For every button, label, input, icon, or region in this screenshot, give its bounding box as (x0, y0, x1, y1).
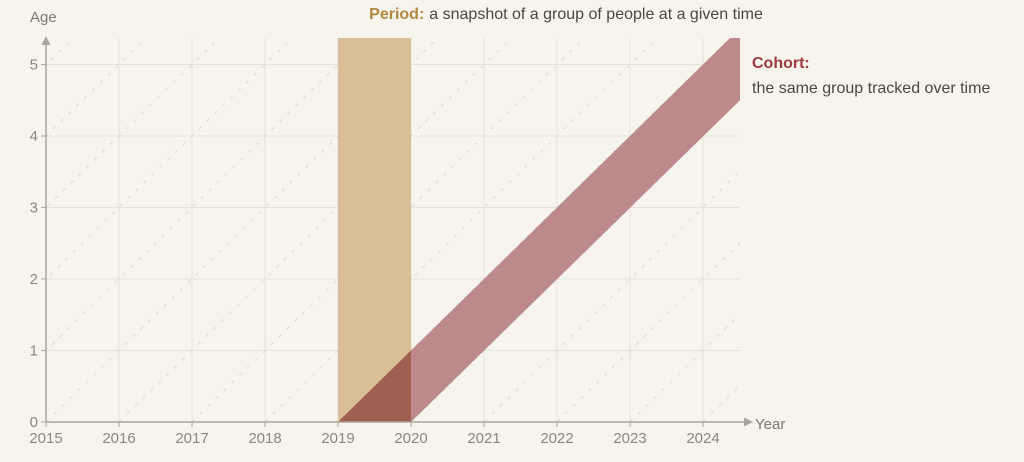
svg-text:3: 3 (30, 200, 38, 217)
svg-text:4: 4 (30, 128, 38, 145)
svg-text:2016: 2016 (102, 430, 135, 447)
svg-text:5: 5 (30, 57, 38, 74)
svg-text:2017: 2017 (175, 430, 208, 447)
svg-text:1: 1 (30, 343, 38, 360)
period-title-text: a snapshot of a group of people at a giv… (429, 6, 763, 23)
svg-text:2015: 2015 (29, 430, 62, 447)
svg-text:0: 0 (30, 414, 38, 431)
svg-text:2018: 2018 (248, 430, 281, 447)
y-axis-label: Age (30, 9, 57, 26)
svg-text:2024: 2024 (686, 430, 719, 447)
svg-text:2022: 2022 (540, 430, 573, 447)
x-axis-label: Year (755, 416, 786, 433)
svg-text:2019: 2019 (321, 430, 354, 447)
svg-text:2021: 2021 (467, 430, 500, 447)
chart-title: Period: a snapshot of a group of people a… (369, 6, 763, 24)
svg-text:2020: 2020 (394, 430, 427, 447)
cohort-keyword: Cohort: (752, 55, 810, 72)
svg-text:2023: 2023 (613, 430, 646, 447)
cohort-annotation: Cohort: the same group tracked over time (752, 52, 1020, 102)
cohort-annotation-text: the same group tracked over time (752, 79, 991, 97)
period-keyword: Period: (369, 6, 425, 23)
svg-text:2: 2 (30, 271, 38, 288)
